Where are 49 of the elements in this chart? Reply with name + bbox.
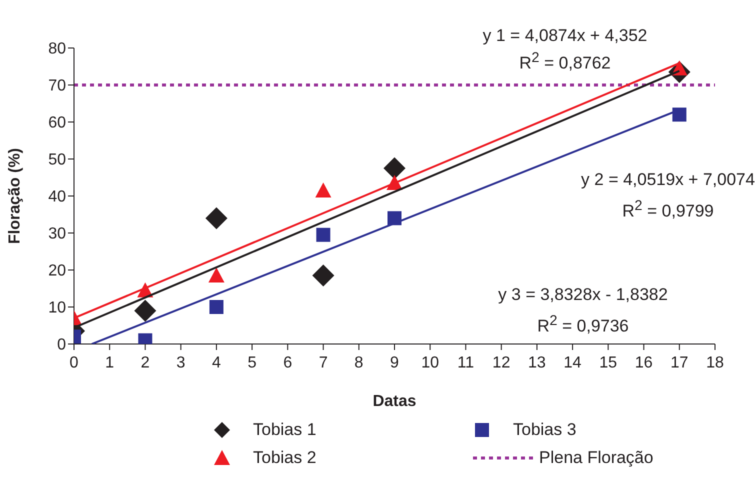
y-tick-label: 20	[48, 262, 66, 280]
point	[312, 264, 334, 287]
legend-label: Tobias 1	[253, 420, 316, 440]
y-tick-label: 50	[48, 152, 66, 169]
y-tick-label: 80	[48, 40, 66, 58]
annotation: y 2 = 4,0519x + 7,0074	[581, 170, 755, 190]
point	[208, 268, 224, 283]
point	[672, 108, 686, 122]
x-tick-label: 14	[564, 354, 582, 372]
x-tick-label: 1	[105, 354, 114, 372]
y-tick-label: 70	[48, 78, 66, 95]
point	[134, 300, 156, 322]
annotation: R$^{2}$ = 0,9736	[537, 313, 629, 337]
legend-label: Tobias 3	[513, 420, 576, 440]
point	[315, 182, 332, 198]
x-tick-label: 15	[599, 354, 618, 372]
x-tick-label: 12	[492, 354, 510, 372]
x-tick-label: 2	[140, 354, 150, 372]
x-tick-label: 10	[421, 354, 440, 372]
point	[205, 207, 228, 230]
point	[384, 157, 406, 180]
x-tick-label: 17	[670, 354, 688, 372]
x-axis-title: Datas	[372, 393, 416, 410]
y-tick-label: 40	[48, 188, 66, 206]
annotation: R$^{2}$ = 0,8762	[519, 50, 611, 74]
y-tick-label: 30	[48, 226, 66, 243]
x-tick-label: 18	[706, 354, 724, 372]
x-tick-label: 16	[634, 354, 653, 372]
point	[209, 300, 224, 314]
x-tick-label: 0	[70, 354, 79, 372]
x-tick-label: 8	[354, 354, 364, 372]
legend-label: Tobias 2	[253, 448, 316, 468]
y-tick-label: 60	[48, 114, 66, 132]
x-tick-label: 7	[318, 354, 328, 372]
annotation: y 3 = 3,8328x - 1,8382	[498, 285, 668, 305]
annotation: R$^{2}$ = 0,9799	[622, 198, 714, 222]
x-tick-label: 4	[212, 354, 221, 372]
x-tick-label: 6	[283, 354, 292, 372]
x-tick-label: 9	[390, 354, 400, 372]
x-tick-label: 11	[457, 354, 474, 372]
y-axis-title: Floração (%)	[6, 148, 24, 244]
x-tick-label: 13	[528, 354, 546, 372]
x-tick-label: 3	[176, 354, 186, 372]
legend-label: Plena Floração	[539, 448, 654, 468]
y-tick-label: 10	[48, 300, 66, 317]
point	[316, 228, 330, 242]
y-tick-label: 0	[57, 336, 66, 354]
x-tick-label: 5	[248, 354, 257, 372]
text: y 1 = 4,0874x + 4,352	[482, 26, 648, 46]
